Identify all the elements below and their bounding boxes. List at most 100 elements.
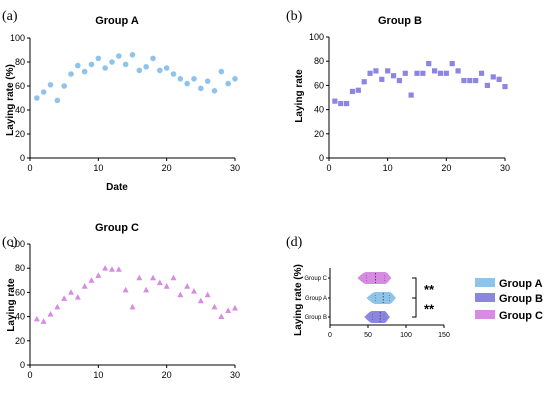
panel-b-point — [379, 76, 385, 82]
panel-d-xtick-label: 0 — [328, 332, 332, 339]
panel-b-point — [496, 76, 502, 82]
panel-b-point — [338, 100, 344, 107]
panel-a-point — [170, 71, 177, 77]
panel-a-point — [40, 89, 47, 95]
panel-b-xtick-label: 10 — [383, 163, 393, 173]
panel-c-xtick-label: 20 — [162, 370, 172, 380]
panel-d-xtick-label: 50 — [364, 332, 372, 339]
panel-b-point — [396, 77, 402, 84]
panel-c-ytick-label: 40 — [15, 312, 25, 322]
panel-c-point — [204, 291, 211, 298]
panel-a: (a) Group A Laying rate (%) Date 0 20 40 60… — [2, 9, 240, 193]
panel-a-xlabel: Date — [106, 182, 128, 193]
panel-a-point — [184, 80, 190, 87]
panel-b-point — [432, 68, 438, 74]
panel-c-point — [54, 303, 61, 310]
panel-b-ytick-label: 100 — [309, 32, 324, 42]
panel-b-point — [490, 74, 496, 80]
panel-b-point — [332, 98, 338, 104]
panel-a-point — [150, 55, 156, 62]
panel-c-ytick-label: 80 — [15, 263, 25, 273]
panel-b-ytick-label: 20 — [314, 129, 324, 139]
panel-a-point — [191, 76, 197, 82]
panel-c-ytick-label: 0 — [20, 360, 25, 370]
panel-a-point — [34, 95, 40, 101]
panel-c-ytick-label: 100 — [10, 239, 25, 249]
panel-d-ylabel: Laying rate (%) — [293, 264, 304, 336]
panel-a-point — [54, 97, 61, 104]
panel-b-point — [420, 70, 426, 76]
panel-c-point — [68, 289, 74, 295]
legend-swatch — [475, 278, 495, 287]
panel-a-point — [109, 59, 115, 65]
panel-c-ylabel: Laying rate — [6, 278, 17, 332]
panel-c-ytick-label: 60 — [15, 287, 25, 297]
panel-a-xtick-label: 10 — [93, 163, 103, 173]
panel-a-title: Group A — [95, 15, 139, 27]
panel-c-point — [177, 291, 184, 298]
panel-a-point — [68, 71, 74, 77]
legend-label: Group B — [499, 293, 543, 305]
legend-swatch — [475, 293, 495, 302]
panel-c-point — [191, 287, 197, 294]
panel-a-ylabel: Laying rate (%) — [5, 64, 16, 136]
panel-c-point — [211, 303, 218, 310]
panel-a-point — [218, 68, 225, 75]
panel-b-ytick-label: 0 — [319, 153, 324, 163]
panel-d-letter: (d) — [286, 235, 303, 250]
panel-b-ylabel: Laying rate — [294, 69, 305, 123]
panel-c: (c) Group C Laying rate 0 20 40 60 80 100 0 10 2… — [2, 222, 240, 380]
panel-b-xtick-label: 30 — [500, 163, 510, 173]
panel-c-point — [184, 283, 191, 289]
legend-label: Group A — [499, 278, 543, 290]
panel-a-point — [47, 82, 54, 88]
panel-c-title: Group C — [95, 222, 139, 234]
panel-b-ytick-label: 80 — [314, 56, 324, 66]
panel-a-point — [129, 52, 136, 58]
panel-b-point — [367, 70, 373, 76]
panel-c-point — [33, 315, 40, 322]
panel-a-point — [232, 76, 238, 82]
panel-b-point — [473, 77, 479, 84]
panel-d-significance-bracket — [412, 277, 417, 299]
panel-a-ytick-label: 20 — [15, 129, 25, 139]
panel-a-letter: (a) — [2, 9, 18, 24]
panel-b-point — [408, 92, 414, 98]
panel-d-category-label: Group C — [304, 276, 327, 282]
panel-c-point — [170, 274, 177, 281]
panel-b-point — [467, 77, 473, 84]
panel-c-point — [81, 283, 88, 289]
panel-b-point — [455, 68, 461, 74]
panel-a-ytick-label: 60 — [15, 81, 25, 91]
panel-c-point — [225, 307, 232, 313]
panel-b-point — [361, 79, 367, 85]
panel-c-point — [47, 310, 54, 317]
panel-a-point — [198, 85, 204, 92]
panel-b-point — [502, 84, 508, 90]
panel-b-point — [443, 70, 449, 76]
legend-label: Group C — [499, 310, 543, 322]
panel-a-point — [75, 62, 81, 69]
panel-c-point — [197, 297, 204, 304]
panel-a-point — [116, 53, 122, 59]
panel-b-point — [478, 70, 485, 76]
panel-b-xtick-label: 20 — [441, 163, 451, 173]
panel-d-xtick-label: 150 — [438, 332, 450, 339]
panel-c-xtick-label: 0 — [27, 370, 32, 380]
panel-b-title: Group B — [378, 15, 422, 27]
panel-c-point — [61, 295, 68, 301]
panel-a-point — [95, 55, 102, 62]
panel-b-point — [385, 68, 391, 74]
panel-c-point — [129, 303, 136, 310]
panel-b-letter: (b) — [286, 9, 303, 24]
panel-b-point — [414, 70, 420, 76]
panel-b-point — [355, 87, 361, 93]
panel-a-point — [211, 88, 218, 94]
panel-c-point — [150, 274, 156, 281]
panel-c-point — [95, 272, 102, 278]
panel-a-point — [163, 65, 170, 71]
panel-b-ytick-label: 40 — [314, 105, 324, 115]
panel-c-point — [109, 266, 115, 272]
panel-a-ytick-label: 40 — [15, 105, 25, 115]
